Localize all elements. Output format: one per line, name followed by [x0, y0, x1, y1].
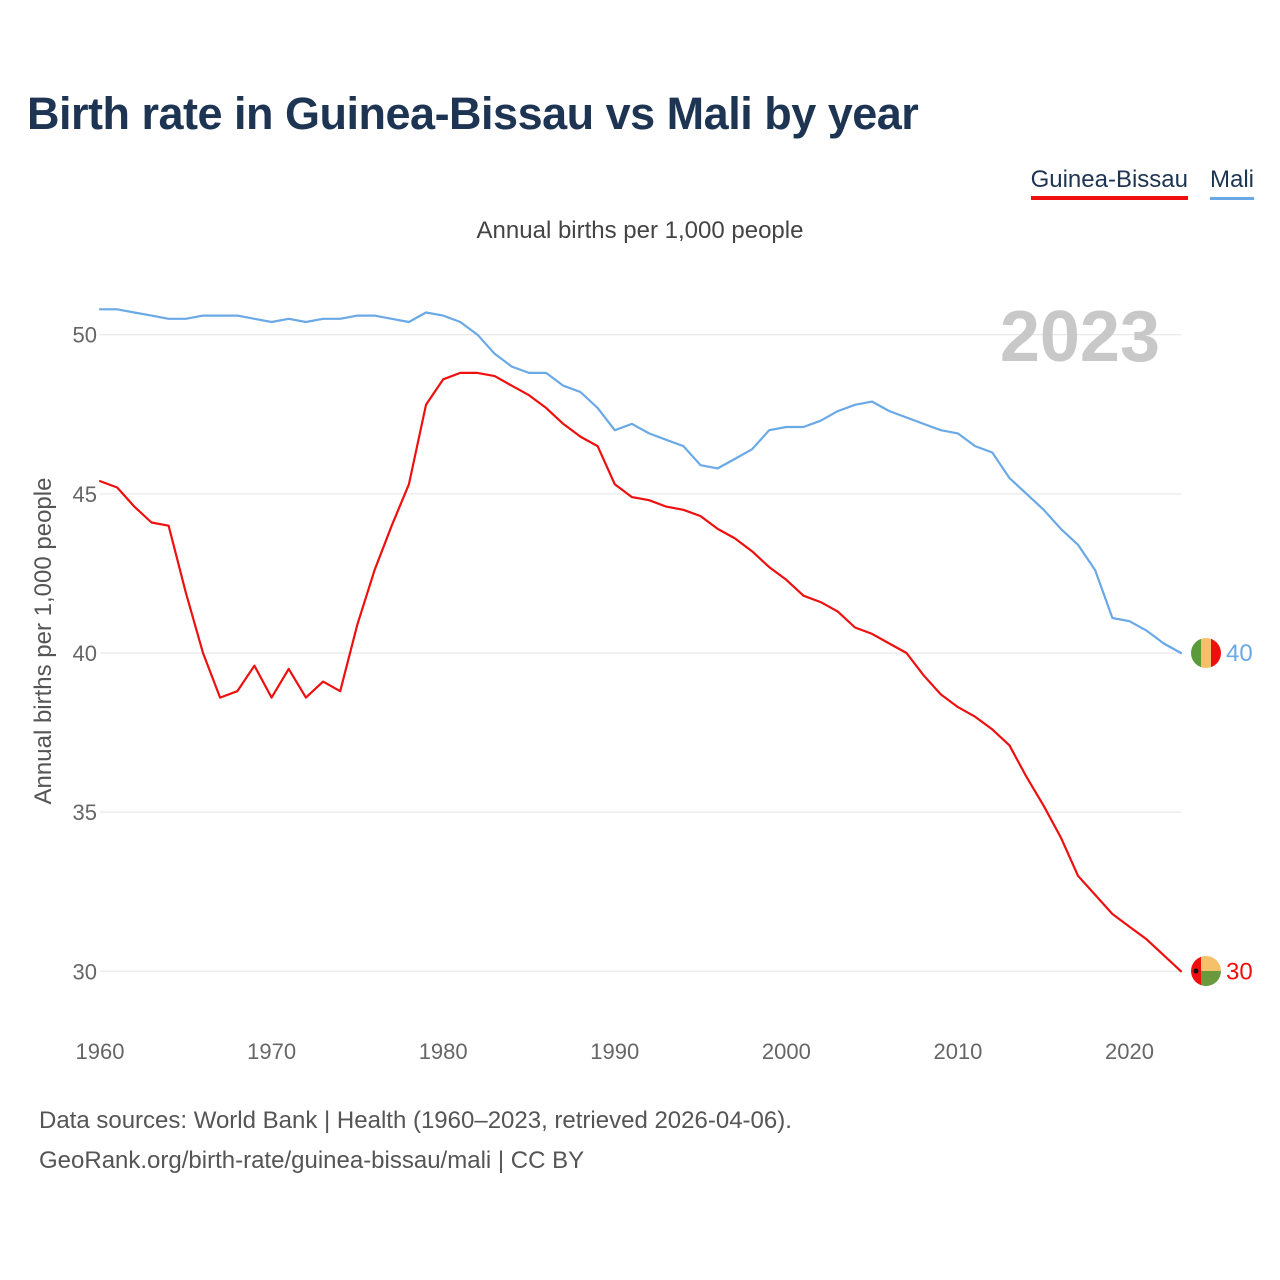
x-tick-label: 1980	[419, 1039, 468, 1064]
legend: Guinea-Bissau Mali	[1030, 166, 1254, 200]
y-tick-label: 30	[73, 959, 97, 984]
line-chart: 30 35 40 45 50 1960 1970 1980 1990 2000 2010 2020 2…	[30, 297, 1253, 1064]
series-line-guinea-bissau	[98, 371, 1183, 973]
x-tick-label: 1990	[590, 1039, 639, 1064]
gridlines	[100, 334, 1181, 972]
year-watermark: 2023	[1000, 297, 1160, 377]
end-labels: 40 30	[1226, 640, 1253, 985]
legend-item-mali[interactable]: Mali	[1209, 166, 1254, 200]
legend-item-guinea-bissau[interactable]: Guinea-Bissau	[1030, 166, 1188, 200]
y-tick-label: 35	[73, 800, 97, 825]
guinea-bissau-flag-icon	[1191, 956, 1221, 986]
x-tick-label: 2000	[762, 1039, 811, 1064]
series-line-mali	[98, 308, 1183, 655]
chart-subtitle: Annual births per 1,000 people	[476, 217, 804, 244]
source-note: Data sources: World Bank | Health (1960–…	[39, 1107, 792, 1134]
end-label-guinea-bissau: 30	[1226, 958, 1253, 985]
y-tick-label: 45	[73, 482, 97, 507]
series	[98, 308, 1183, 973]
end-label-mali: 40	[1226, 640, 1253, 667]
y-axis-label: Annual births per 1,000 people	[30, 478, 57, 805]
x-tick-label: 1960	[76, 1039, 125, 1064]
axes: 30 35 40 45 50 1960 1970 1980 1990 2000 2010 2020	[73, 323, 1154, 1064]
y-tick-label: 50	[73, 323, 97, 348]
source-link[interactable]: GeoRank.org/birth-rate/guinea-bissau/mal…	[39, 1147, 585, 1174]
y-tick-label: 40	[73, 641, 97, 666]
x-tick-label: 2010	[933, 1039, 982, 1064]
mali-flag-icon	[1191, 638, 1221, 668]
x-tick-label: 2020	[1105, 1039, 1154, 1064]
chart-title: Birth rate in Guinea-Bissau vs Mali by y…	[27, 88, 919, 139]
x-tick-label: 1970	[247, 1039, 296, 1064]
